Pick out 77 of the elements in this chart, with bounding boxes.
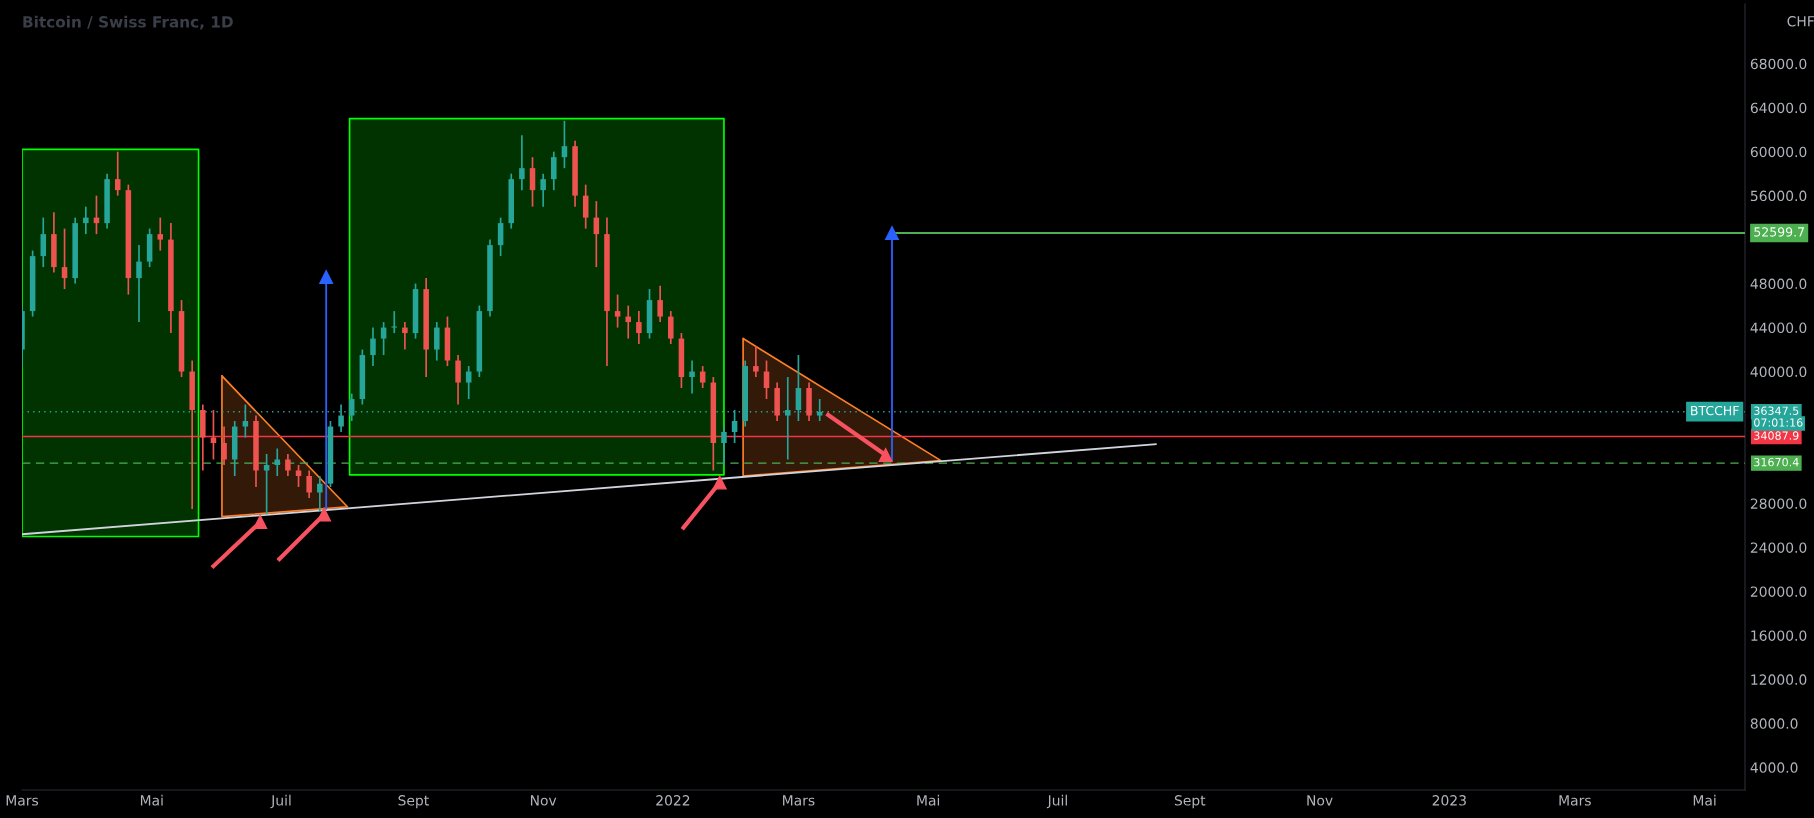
x-tick-label: 2023 (1432, 795, 1466, 806)
candlestick (561, 120, 568, 169)
candlestick (306, 469, 312, 499)
y-tick-label: 8000.0 (1750, 718, 1798, 729)
annotation: BTCCHF (1691, 405, 1739, 416)
candlestick (402, 321, 408, 351)
candlestick (625, 304, 632, 340)
candlestick (274, 447, 281, 477)
candlestick (221, 425, 227, 466)
candlestick (434, 321, 440, 362)
candlestick (391, 310, 398, 334)
candlestick (157, 216, 164, 252)
text: 07:01:16 (1754, 418, 1803, 427)
y-tick-label: 16000.0 (1751, 630, 1807, 641)
candlestick (529, 156, 536, 208)
x-tick-label: Sept (1174, 795, 1206, 809)
candlestick (497, 216, 504, 257)
x-tick-label: Nov (530, 795, 557, 806)
x-tick-label: 2022 (656, 795, 690, 806)
x-tick-label: Sept (398, 795, 429, 809)
x-tick-label: Mai (917, 794, 940, 806)
y-tick-label: 20000.0 (1750, 586, 1807, 597)
candlestick (519, 134, 525, 191)
candlestick (83, 205, 89, 235)
y-tick-label: 60000.0 (1750, 146, 1807, 158)
candlestick (455, 354, 461, 406)
point (253, 515, 268, 530)
y-tick-label: 28000.0 (1750, 498, 1807, 509)
candlestick (380, 321, 387, 356)
y-tick-label: 4000.0 (1750, 762, 1798, 773)
point (317, 507, 332, 522)
x-tick-label: Juil (1046, 794, 1067, 809)
y-tick-label: 68000.0 (1750, 58, 1807, 70)
candlestick (370, 326, 376, 367)
point (319, 270, 334, 284)
candlestick (114, 150, 121, 197)
series-label: 52599.7 (1754, 227, 1804, 237)
y-tick-label: 56000.0 (1750, 190, 1807, 202)
candlestick (721, 425, 727, 466)
y-tick-label: 64000.0 (1750, 102, 1807, 114)
candlestick (657, 284, 663, 323)
candlestick (317, 475, 323, 513)
x-tick-label: Mars (783, 795, 815, 806)
ref-line-label: 36347.5 (1754, 406, 1799, 415)
y-tick-label: 48000.0 (1750, 278, 1807, 290)
candlestick (136, 244, 142, 323)
candlestick (614, 293, 621, 329)
point (885, 226, 899, 240)
point (878, 448, 893, 463)
x-tick-label: Mars (6, 795, 39, 806)
y-axis-title: CHF (1787, 16, 1814, 27)
candlestick (636, 310, 642, 345)
candlestick (540, 172, 546, 208)
x-tick-label: Juil (270, 794, 291, 809)
candlestick (551, 150, 557, 191)
text: Bitcoin / Swiss Franc, 1D (23, 15, 233, 30)
candlestick (465, 365, 472, 400)
candlestick (285, 453, 291, 477)
candlestick (689, 359, 695, 395)
candlestick (753, 345, 759, 378)
y-tick-label: 44000.0 (1750, 322, 1807, 334)
ref-line-label: 34087.9 (1754, 431, 1799, 440)
x-tick-label: Mars (1559, 795, 1591, 806)
x-tick-label: Nov (1307, 795, 1333, 806)
candlestick (40, 216, 47, 268)
point (712, 475, 727, 490)
y-tick-label: 12000.0 (1751, 674, 1807, 685)
candlestick (668, 310, 674, 345)
y-tick-label: 24000.0 (1750, 542, 1807, 553)
x-tick-label: Mai (140, 794, 163, 806)
ref-line-label: 31670.4 (1754, 457, 1799, 467)
candlestick (61, 227, 68, 290)
candlestick (699, 365, 706, 389)
x-tick-label: Mai (1693, 794, 1716, 806)
y-tick-label: 40000.0 (1750, 366, 1807, 378)
candlestick (582, 183, 589, 230)
candlestick (295, 464, 302, 488)
